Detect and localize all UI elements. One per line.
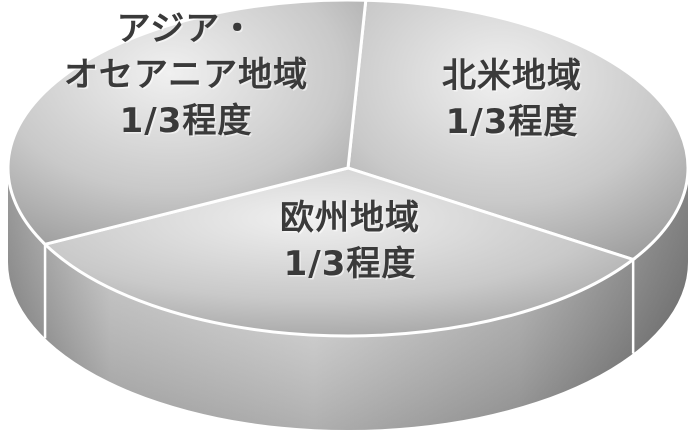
slice-label-line: 1/3程度 (446, 102, 579, 142)
slice-label-shadow: 1/3程度 (121, 103, 254, 143)
side-dividers (43, 244, 635, 354)
slice-label-line: アジア・ (117, 9, 256, 49)
slice-label-line: 1/3程度 (120, 101, 253, 141)
slice-europe (42, 166, 637, 338)
slice-label-shadow: 欧州地域 (282, 200, 422, 240)
slice-label-shadow: 北米地域 (444, 58, 584, 98)
slice-label-shadow: 1/3程度 (447, 104, 580, 144)
pie-side-shade (8, 168, 688, 430)
slice-label-line: 1/3程度 (284, 244, 417, 284)
slice-label-shadow: オセアニア地域 (65, 57, 309, 97)
slice-label-line: 欧州地域 (280, 198, 420, 238)
slice-asia-oceania (6, 0, 368, 246)
slice-label-shadow: 1/3程度 (285, 246, 418, 286)
pie-top-slices (6, 0, 688, 338)
slice-label-line: 北米地域 (442, 56, 582, 96)
slice-label-line: オセアニア地域 (64, 55, 308, 95)
slice-label-shadow: アジア・ (118, 11, 257, 51)
